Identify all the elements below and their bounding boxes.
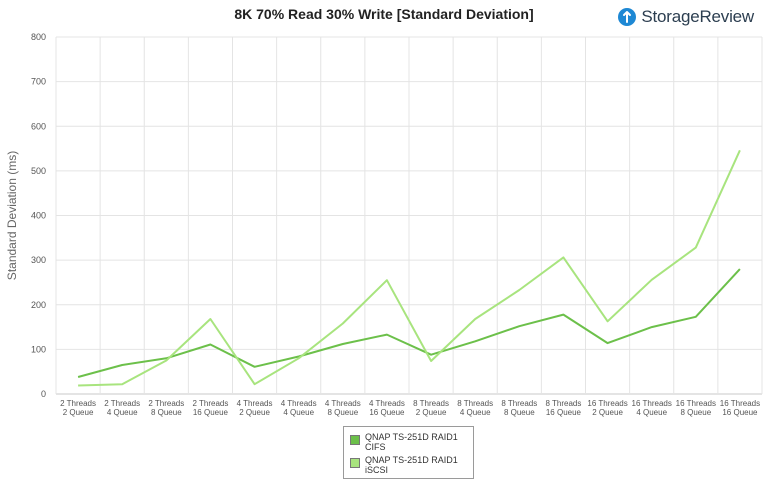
data-point [297, 357, 299, 359]
data-point [165, 359, 167, 361]
data-point [650, 279, 652, 281]
data-point [209, 318, 211, 320]
legend-swatch-cifs [350, 435, 360, 445]
data-point [253, 383, 255, 385]
data-point [695, 246, 697, 248]
x-tick-label: 8 Threads 2 Queue [413, 399, 449, 417]
data-point [474, 340, 476, 342]
y-tick-label: 800 [31, 32, 46, 42]
data-point [650, 326, 652, 328]
data-point [562, 313, 564, 315]
data-point [342, 343, 344, 345]
data-point [606, 342, 608, 344]
y-tick-label: 700 [31, 77, 46, 87]
x-tick-label: 4 Threads 8 Queue [325, 399, 361, 417]
data-point [77, 376, 79, 378]
series-line-cifs [77, 268, 741, 378]
y-tick-label: 500 [31, 166, 46, 176]
y-axis-label: Standard Deviation (ms) [5, 151, 19, 280]
legend-label-iscsi-line1: QNAP TS-251D RAID1 [365, 455, 458, 465]
data-point [562, 256, 564, 258]
x-tick-label: 4 Threads 2 Queue [237, 399, 273, 417]
legend-label-cifs-line1: QNAP TS-251D RAID1 [365, 432, 458, 442]
y-tick-label: 400 [31, 211, 46, 221]
data-point [386, 333, 388, 335]
x-tick-label: 2 Threads 4 Queue [104, 399, 140, 417]
x-tick-label: 8 Threads 16 Queue [546, 399, 582, 417]
data-point [77, 384, 79, 386]
x-tick-label: 16 Threads 16 Queue [720, 399, 760, 417]
x-tick-label: 8 Threads 8 Queue [501, 399, 537, 417]
storagereview-logo-icon [618, 8, 637, 26]
brand-name: StorageReview [641, 7, 754, 26]
data-point [695, 316, 697, 318]
data-point [342, 322, 344, 324]
legend-label-iscsi-line2: iSCSI [365, 465, 389, 475]
x-tick-label: 2 Threads 16 Queue [193, 399, 229, 417]
data-point [430, 360, 432, 362]
x-tick-label: 16 Threads 8 Queue [676, 399, 716, 417]
x-tick-label: 2 Threads 8 Queue [148, 399, 184, 417]
data-point [430, 354, 432, 356]
x-tick-label: 2 Threads 2 Queue [60, 399, 96, 417]
data-point [121, 364, 123, 366]
data-point [386, 279, 388, 281]
brand-logo: StorageReview [618, 7, 754, 27]
x-tick-label: 4 Threads 16 Queue [369, 399, 405, 417]
y-tick-label: 200 [31, 300, 46, 310]
data-point [209, 343, 211, 345]
data-point [474, 318, 476, 320]
legend-item-cifs[interactable]: QNAP TS-251D RAID1 CIFS [350, 432, 475, 452]
y-tick-label: 600 [31, 121, 46, 131]
y-tick-label: 300 [31, 255, 46, 265]
x-tick-label: 4 Threads 4 Queue [281, 399, 317, 417]
x-tick-label: 16 Threads 2 Queue [587, 399, 627, 417]
y-tick-label: 100 [31, 344, 46, 354]
legend-label-cifs-line2: CIFS [365, 442, 386, 452]
x-tick-label: 16 Threads 4 Queue [632, 399, 672, 417]
data-point [518, 325, 520, 327]
series-line-iscsi [78, 149, 741, 387]
data-point [606, 320, 608, 322]
legend: QNAP TS-251D RAID1 CIFS QNAP TS-251D RAI… [343, 426, 474, 479]
data-point [121, 383, 123, 385]
x-tick-label: 8 Threads 4 Queue [457, 399, 493, 417]
legend-item-iscsi[interactable]: QNAP TS-251D RAID1 iSCSI [350, 455, 475, 475]
legend-swatch-iscsi [350, 458, 360, 468]
data-point [253, 366, 255, 368]
data-point [739, 149, 741, 151]
y-tick-label: 0 [41, 389, 46, 399]
chart-title: 8K 70% Read 30% Write [Standard Deviatio… [234, 6, 534, 22]
data-point [518, 289, 520, 291]
data-point [739, 268, 741, 270]
